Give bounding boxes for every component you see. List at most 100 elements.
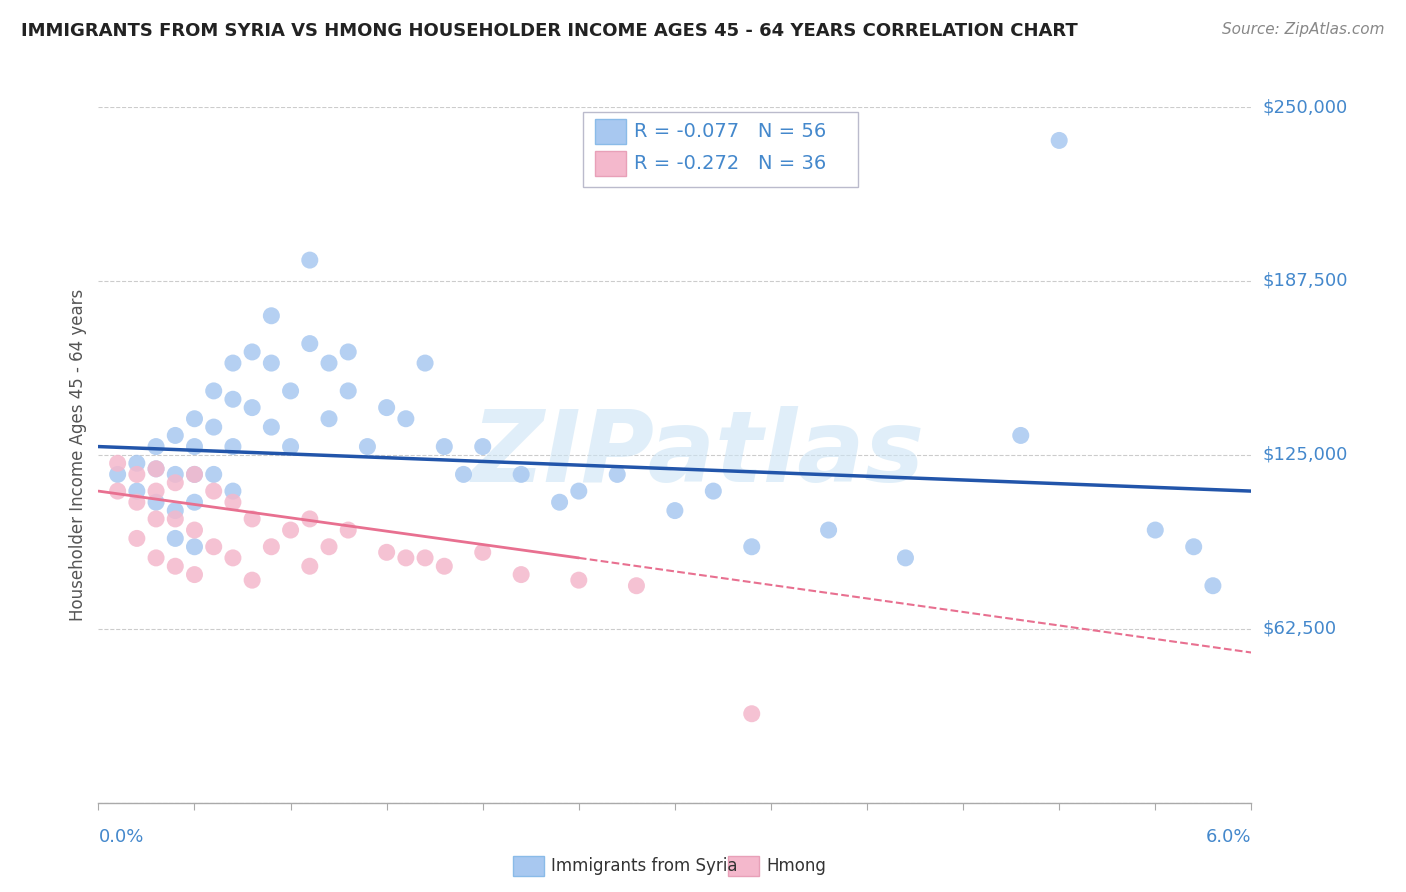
Point xyxy=(240,401,263,415)
Point xyxy=(280,440,302,454)
Text: $125,000: $125,000 xyxy=(1263,446,1348,464)
Point xyxy=(125,484,148,499)
Point xyxy=(413,356,436,370)
Point xyxy=(145,462,167,476)
Text: $62,500: $62,500 xyxy=(1263,620,1337,638)
Text: 0.0%: 0.0% xyxy=(98,828,143,846)
Point xyxy=(337,523,360,537)
Point xyxy=(260,540,283,554)
Point xyxy=(510,567,533,582)
Point xyxy=(202,384,225,398)
Point xyxy=(165,503,187,517)
Text: Source: ZipAtlas.com: Source: ZipAtlas.com xyxy=(1222,22,1385,37)
Y-axis label: Householder Income Ages 45 - 64 years: Householder Income Ages 45 - 64 years xyxy=(69,289,87,621)
Point xyxy=(125,495,148,509)
Point xyxy=(702,484,724,499)
Point xyxy=(741,540,763,554)
Point xyxy=(318,356,340,370)
Point xyxy=(395,411,418,425)
Text: 6.0%: 6.0% xyxy=(1206,828,1251,846)
Point xyxy=(145,495,167,509)
Text: Hmong: Hmong xyxy=(766,857,827,875)
Point xyxy=(1202,579,1225,593)
Text: ZIPatlas: ZIPatlas xyxy=(471,407,925,503)
Point xyxy=(222,484,245,499)
Point xyxy=(413,550,436,565)
Point xyxy=(183,495,205,509)
Point xyxy=(222,550,245,565)
Point xyxy=(183,440,205,454)
Point xyxy=(298,559,321,574)
Point xyxy=(318,540,340,554)
Point xyxy=(606,467,628,482)
Point xyxy=(318,411,340,425)
Point xyxy=(356,440,378,454)
Point xyxy=(222,392,245,407)
Point xyxy=(202,467,225,482)
Point xyxy=(894,550,917,565)
Point xyxy=(165,512,187,526)
Point xyxy=(260,309,283,323)
Point xyxy=(471,440,494,454)
Point xyxy=(183,467,205,482)
Text: R = -0.077   N = 56: R = -0.077 N = 56 xyxy=(634,121,827,141)
Point xyxy=(664,503,686,517)
Point xyxy=(183,523,205,537)
Point xyxy=(165,532,187,546)
Point xyxy=(222,440,245,454)
Text: $250,000: $250,000 xyxy=(1263,98,1348,116)
Point xyxy=(395,550,418,565)
Point xyxy=(298,336,321,351)
Point xyxy=(125,456,148,470)
Point xyxy=(145,440,167,454)
Point xyxy=(222,495,245,509)
Point xyxy=(183,540,205,554)
Point xyxy=(165,467,187,482)
Point xyxy=(817,523,839,537)
Point xyxy=(145,512,167,526)
Point xyxy=(222,356,245,370)
Point xyxy=(280,384,302,398)
Point xyxy=(165,475,187,490)
Point xyxy=(107,456,129,470)
Point xyxy=(433,440,456,454)
Text: $187,500: $187,500 xyxy=(1263,272,1348,290)
Point xyxy=(202,540,225,554)
Point xyxy=(183,467,205,482)
Point xyxy=(183,411,205,425)
Text: Immigrants from Syria: Immigrants from Syria xyxy=(551,857,738,875)
Point xyxy=(260,356,283,370)
Point xyxy=(165,428,187,442)
Point xyxy=(240,512,263,526)
Point xyxy=(260,420,283,434)
Point xyxy=(145,462,167,476)
Text: IMMIGRANTS FROM SYRIA VS HMONG HOUSEHOLDER INCOME AGES 45 - 64 YEARS CORRELATION: IMMIGRANTS FROM SYRIA VS HMONG HOUSEHOLD… xyxy=(21,22,1078,40)
Point xyxy=(337,384,360,398)
Point xyxy=(433,559,456,574)
Point xyxy=(202,484,225,499)
Point xyxy=(280,523,302,537)
Point xyxy=(1010,428,1032,442)
Point xyxy=(298,253,321,268)
Point xyxy=(240,573,263,587)
Point xyxy=(1182,540,1205,554)
Point xyxy=(568,484,591,499)
Point xyxy=(107,467,129,482)
Point xyxy=(145,550,167,565)
Point xyxy=(510,467,533,482)
Point xyxy=(1144,523,1167,537)
Point xyxy=(165,559,187,574)
Point xyxy=(741,706,763,721)
Point xyxy=(453,467,475,482)
Point xyxy=(145,484,167,499)
Text: R = -0.272   N = 36: R = -0.272 N = 36 xyxy=(634,153,827,173)
Point xyxy=(375,401,398,415)
Point xyxy=(1047,133,1070,147)
Point xyxy=(183,567,205,582)
Point xyxy=(471,545,494,559)
Point xyxy=(107,484,129,499)
Point xyxy=(568,573,591,587)
Point xyxy=(548,495,571,509)
Point xyxy=(240,345,263,359)
Point xyxy=(626,579,648,593)
